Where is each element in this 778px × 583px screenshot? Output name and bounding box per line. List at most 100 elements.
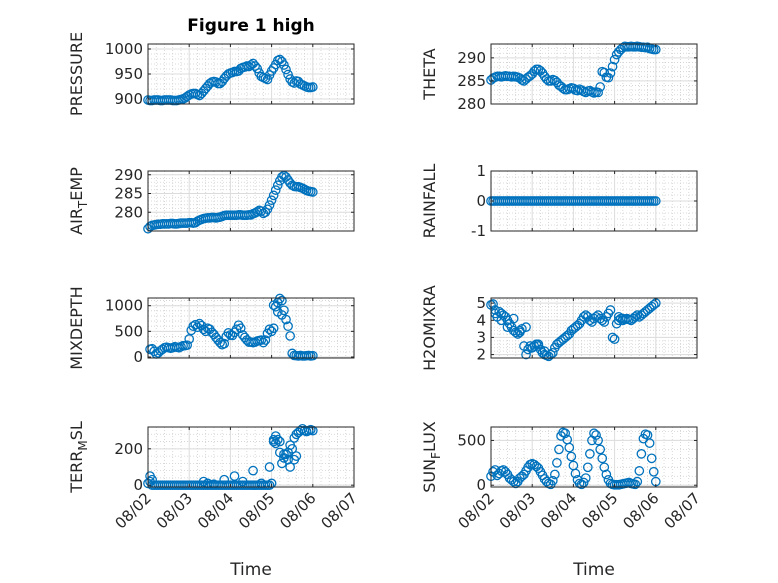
axes-theta: 280 285 290 THETA bbox=[420, 41, 698, 113]
data-point bbox=[496, 315, 507, 326]
data-point bbox=[508, 313, 519, 324]
y-tick-label: 1 bbox=[476, 162, 486, 180]
data-point bbox=[272, 180, 283, 191]
data-point bbox=[270, 185, 281, 195]
data-point bbox=[277, 310, 287, 320]
data-point bbox=[597, 453, 608, 464]
data-point bbox=[585, 449, 595, 459]
data-point bbox=[593, 87, 603, 98]
x-tick-label: 08/07 bbox=[661, 489, 704, 532]
data-point bbox=[264, 462, 275, 472]
x-tick-label: 08/03 bbox=[496, 489, 539, 532]
plot-area bbox=[148, 427, 354, 487]
data-point bbox=[219, 474, 230, 485]
data-point bbox=[215, 337, 225, 348]
data-point bbox=[248, 465, 258, 476]
data-point bbox=[630, 479, 641, 490]
x-tick-label: 08/07 bbox=[318, 489, 361, 532]
data-point bbox=[283, 447, 293, 458]
data-point bbox=[277, 295, 287, 306]
data-point bbox=[589, 428, 599, 439]
data-point bbox=[229, 471, 240, 481]
y-tick-label: 5 bbox=[476, 294, 486, 312]
y-tick-label: 950 bbox=[114, 65, 143, 83]
data-point bbox=[599, 462, 610, 473]
x-tick-label: 08/06 bbox=[276, 489, 319, 532]
data-point bbox=[554, 444, 564, 455]
axes-box bbox=[147, 170, 355, 232]
data-point bbox=[198, 324, 209, 335]
data-point bbox=[190, 319, 201, 330]
x-tick-label: 08/04 bbox=[537, 489, 580, 532]
data-point bbox=[502, 322, 513, 332]
data-point bbox=[488, 299, 498, 309]
x-axis-label-left: Time bbox=[229, 560, 272, 580]
data-point bbox=[591, 430, 601, 440]
data-point bbox=[283, 321, 293, 332]
data-point bbox=[607, 61, 618, 72]
y-tick-label: 0 bbox=[133, 348, 143, 366]
data-point bbox=[279, 305, 289, 316]
data-point bbox=[648, 466, 659, 477]
data-point bbox=[603, 72, 614, 83]
data-point bbox=[262, 74, 273, 85]
data-point bbox=[291, 451, 302, 461]
data-point bbox=[268, 323, 279, 334]
y-tick-label: 0 bbox=[133, 476, 143, 494]
y-tick-label: 285 bbox=[457, 72, 486, 90]
data-point bbox=[268, 190, 279, 201]
data-point bbox=[564, 442, 575, 453]
data-point bbox=[279, 60, 289, 70]
data-point bbox=[184, 334, 195, 344]
data-point bbox=[256, 206, 267, 216]
data-point bbox=[258, 337, 269, 348]
x-tick-label: 08/04 bbox=[194, 489, 237, 532]
data-point bbox=[252, 63, 263, 74]
data-point bbox=[521, 349, 531, 360]
x-tick-label: 08/03 bbox=[153, 489, 196, 532]
y-axis-label: MIXDEPTH bbox=[67, 286, 86, 369]
data-point bbox=[636, 449, 647, 459]
y-axis-label: SUNFLUX bbox=[420, 421, 443, 493]
data-point bbox=[593, 435, 603, 446]
data-point bbox=[283, 69, 293, 80]
data-point bbox=[609, 334, 620, 344]
axes-pressure: 900 950 1000 PRESSURE bbox=[67, 32, 355, 116]
data-point bbox=[307, 425, 318, 436]
data-point bbox=[285, 331, 295, 341]
data-point bbox=[539, 346, 550, 356]
y-tick-label: 280 bbox=[457, 95, 486, 113]
y-tick-label: 1000 bbox=[105, 40, 143, 58]
y-tick-label: 500 bbox=[457, 431, 486, 449]
data-point bbox=[607, 332, 618, 343]
y-tick-label: 290 bbox=[114, 166, 143, 184]
data-point bbox=[307, 82, 318, 92]
data-point bbox=[256, 478, 267, 489]
data-point bbox=[237, 476, 248, 487]
axes-mixdepth: 0 500 1000 MIXDEPTH bbox=[67, 286, 355, 370]
data-point bbox=[211, 77, 221, 87]
data-point bbox=[599, 317, 610, 327]
axes-box bbox=[490, 297, 698, 359]
data-point bbox=[646, 453, 657, 464]
data-point bbox=[266, 195, 277, 206]
y-tick-label: 500 bbox=[114, 322, 143, 340]
y-axis-label: THETA bbox=[420, 48, 439, 100]
data-point bbox=[182, 340, 192, 351]
data-point bbox=[202, 478, 213, 489]
y-axis-label: TERRMSL bbox=[67, 421, 90, 494]
data-point bbox=[209, 479, 219, 490]
y-tick-label: 4 bbox=[476, 311, 486, 329]
x-tick-label: 08/02 bbox=[455, 489, 498, 532]
data-point bbox=[632, 310, 643, 320]
data-point bbox=[630, 312, 641, 322]
data-point bbox=[266, 478, 277, 489]
data-point bbox=[601, 469, 612, 480]
data-point bbox=[570, 468, 581, 479]
y-tick-label: 290 bbox=[457, 49, 486, 67]
data-point bbox=[281, 64, 291, 75]
data-point bbox=[595, 82, 606, 92]
